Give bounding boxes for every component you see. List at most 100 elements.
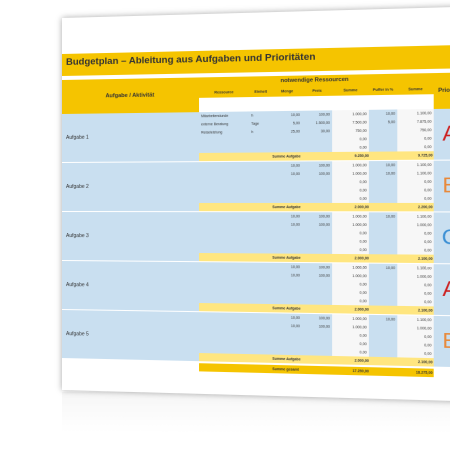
cell-price[interactable] <box>302 229 332 237</box>
cell-price[interactable] <box>302 195 332 203</box>
cell-unit[interactable]: h <box>249 111 272 120</box>
cell-buffer[interactable]: 10,00 <box>369 161 397 170</box>
cell-total[interactable]: 1.100,00 <box>397 161 433 170</box>
cell-buffer[interactable] <box>369 237 397 246</box>
cell-buffer[interactable] <box>369 178 397 186</box>
cell-price[interactable] <box>302 186 332 194</box>
cell-price[interactable]: 100,00 <box>302 170 332 178</box>
cell-resource[interactable] <box>199 178 249 186</box>
cell-unit[interactable]: Tage <box>249 119 272 128</box>
cell-total[interactable]: 0,00 <box>397 134 433 143</box>
cell-sum[interactable]: 1.000,00 <box>332 263 369 272</box>
cell-total[interactable]: 0,00 <box>397 194 433 202</box>
cell-sum[interactable]: 0,00 <box>332 186 369 194</box>
cell-buffer[interactable]: 5,00 <box>369 118 397 127</box>
cell-unit[interactable] <box>249 287 272 296</box>
cell-quantity[interactable]: 10,00 <box>272 170 302 178</box>
cell-price[interactable]: 100,00 <box>302 161 332 169</box>
cell-quantity[interactable]: 10,00 <box>272 212 302 220</box>
cell-resource[interactable] <box>199 187 249 195</box>
cell-total[interactable]: 750,00 <box>397 126 433 135</box>
cell-sum[interactable]: 1.000,00 <box>332 221 369 229</box>
cell-unit[interactable] <box>249 229 272 237</box>
cell-unit[interactable] <box>249 245 272 253</box>
cell-resource[interactable] <box>199 162 249 170</box>
cell-sum[interactable]: 0,00 <box>332 195 369 203</box>
cell-unit[interactable] <box>249 162 272 170</box>
cell-price[interactable] <box>302 135 332 144</box>
cell-resource[interactable] <box>199 237 249 245</box>
cell-buffer[interactable] <box>369 135 397 144</box>
cell-sum[interactable]: 0,00 <box>332 246 369 255</box>
cell-quantity[interactable] <box>272 136 302 145</box>
cell-unit[interactable] <box>249 279 272 288</box>
cell-quantity[interactable]: 10,00 <box>272 221 302 229</box>
cell-buffer[interactable] <box>369 221 397 229</box>
cell-unit[interactable]: h <box>249 128 272 136</box>
cell-quantity[interactable] <box>272 186 302 194</box>
cell-price[interactable] <box>302 178 332 186</box>
cell-unit[interactable] <box>249 237 272 245</box>
cell-price[interactable]: 30,00 <box>302 127 332 136</box>
cell-resource[interactable] <box>199 170 249 178</box>
cell-buffer[interactable]: 10,00 <box>369 264 397 273</box>
cell-unit[interactable] <box>249 220 272 228</box>
cell-resource[interactable] <box>199 195 249 203</box>
cell-resource[interactable] <box>199 220 249 228</box>
cell-buffer[interactable] <box>369 289 397 298</box>
cell-buffer[interactable]: 10,00 <box>369 169 397 178</box>
cell-unit[interactable] <box>249 170 272 178</box>
cell-price[interactable] <box>302 237 332 245</box>
cell-total[interactable]: 0,00 <box>397 186 433 194</box>
cell-price[interactable] <box>302 144 332 153</box>
cell-sum[interactable]: 750,00 <box>332 127 369 136</box>
cell-quantity[interactable] <box>272 237 302 245</box>
cell-buffer[interactable]: 10,00 <box>369 212 397 220</box>
cell-buffer[interactable] <box>369 143 397 152</box>
cell-price[interactable]: 100,00 <box>302 212 332 220</box>
cell-buffer[interactable] <box>369 246 397 255</box>
cell-sum[interactable]: 0,00 <box>332 229 369 238</box>
cell-unit[interactable] <box>249 195 272 203</box>
cell-sum[interactable]: 1.000,00 <box>332 161 369 170</box>
cell-total[interactable]: 0,00 <box>397 143 433 152</box>
cell-buffer[interactable] <box>369 195 397 203</box>
cell-sum[interactable]: 0,00 <box>332 237 369 246</box>
cell-sum[interactable]: 0,00 <box>332 135 369 144</box>
cell-buffer[interactable]: 10,00 <box>369 109 397 118</box>
cell-sum[interactable]: 0,00 <box>332 143 369 152</box>
cell-quantity[interactable]: 10,00 <box>272 263 302 272</box>
cell-quantity[interactable] <box>272 178 302 186</box>
cell-quantity[interactable]: 10,00 <box>272 271 302 280</box>
cell-resource[interactable] <box>199 228 249 236</box>
cell-quantity[interactable] <box>272 195 302 203</box>
cell-unit[interactable] <box>249 136 272 144</box>
cell-quantity[interactable]: 5,00 <box>272 119 302 128</box>
cell-unit[interactable] <box>249 144 272 152</box>
cell-total[interactable]: 1.100,00 <box>397 212 433 220</box>
cell-unit[interactable] <box>249 178 272 186</box>
cell-sum[interactable]: 1.000,00 <box>332 212 369 220</box>
cell-total[interactable]: 1.000,00 <box>397 221 433 230</box>
cell-quantity[interactable]: 25,00 <box>272 127 302 136</box>
cell-sum[interactable]: 1.000,00 <box>332 169 369 178</box>
cell-buffer[interactable] <box>369 126 397 135</box>
cell-price[interactable]: 100,00 <box>302 271 332 280</box>
cell-total[interactable]: 0,00 <box>397 238 433 247</box>
cell-total[interactable]: 0,00 <box>397 229 433 238</box>
cell-resource[interactable] <box>199 212 249 220</box>
cell-buffer[interactable] <box>369 280 397 289</box>
cell-price[interactable]: 100,00 <box>302 263 332 272</box>
cell-total[interactable]: 1.100,00 <box>397 264 433 273</box>
cell-quantity[interactable] <box>272 245 302 253</box>
cell-sum[interactable]: 0,00 <box>332 178 369 186</box>
cell-total[interactable]: 1.100,00 <box>397 169 433 178</box>
cell-quantity[interactable]: 10,00 <box>272 162 302 170</box>
cell-unit[interactable] <box>249 263 272 271</box>
cell-unit[interactable] <box>249 296 272 305</box>
cell-buffer[interactable] <box>369 272 397 281</box>
cell-unit[interactable] <box>249 186 272 194</box>
cell-total[interactable]: 0,00 <box>397 246 433 255</box>
cell-price[interactable]: 1.500,00 <box>302 119 332 128</box>
cell-quantity[interactable] <box>272 144 302 153</box>
